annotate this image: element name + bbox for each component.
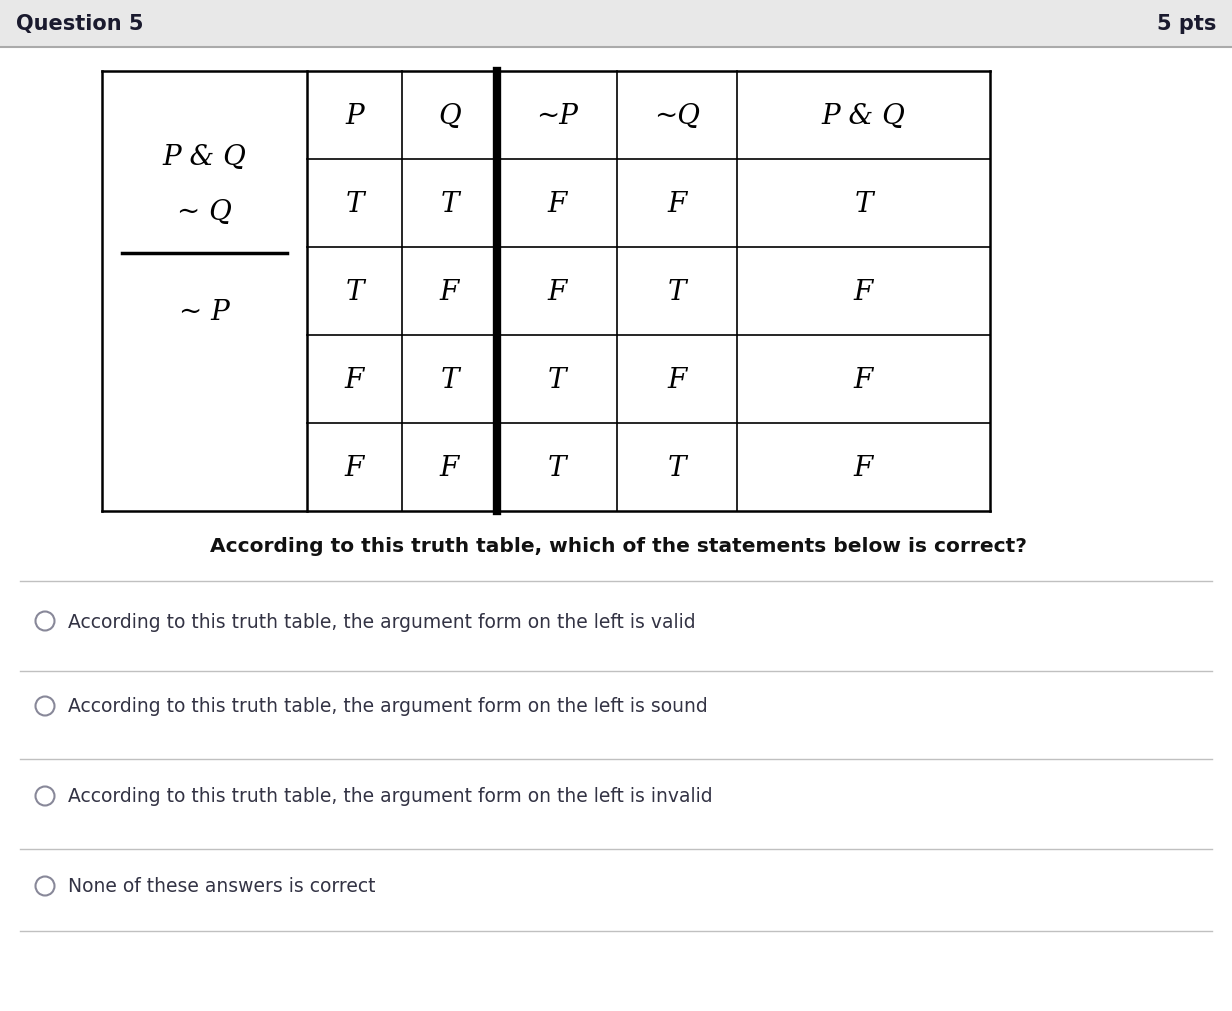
Text: F: F bbox=[440, 454, 460, 481]
Text: P & Q: P & Q bbox=[163, 144, 246, 170]
Text: F: F bbox=[854, 366, 873, 393]
Text: According to this truth table, the argument form on the left is invalid: According to this truth table, the argum… bbox=[68, 787, 712, 806]
Text: 5 pts: 5 pts bbox=[1157, 14, 1216, 34]
Text: T: T bbox=[854, 190, 872, 217]
Text: P & Q: P & Q bbox=[822, 102, 906, 129]
Text: ~ Q: ~ Q bbox=[177, 198, 232, 225]
Text: ~Q: ~Q bbox=[654, 102, 700, 129]
Text: T: T bbox=[548, 366, 567, 393]
Text: ~ P: ~ P bbox=[179, 298, 230, 326]
Text: F: F bbox=[345, 454, 365, 481]
Text: P: P bbox=[345, 102, 363, 129]
Text: T: T bbox=[345, 278, 363, 305]
Text: Question 5: Question 5 bbox=[16, 14, 143, 34]
Text: T: T bbox=[440, 190, 458, 217]
Text: F: F bbox=[345, 366, 365, 393]
Bar bbox=[0, 0, 1232, 48]
Text: ~P: ~P bbox=[536, 102, 578, 129]
Text: T: T bbox=[668, 278, 686, 305]
Text: F: F bbox=[668, 190, 686, 217]
Text: T: T bbox=[440, 366, 458, 393]
Text: F: F bbox=[547, 278, 567, 305]
Text: F: F bbox=[854, 278, 873, 305]
Text: T: T bbox=[345, 190, 363, 217]
Text: According to this truth table, the argument form on the left is valid: According to this truth table, the argum… bbox=[68, 612, 696, 631]
Text: F: F bbox=[854, 454, 873, 481]
Text: According to this truth table, the argument form on the left is sound: According to this truth table, the argum… bbox=[68, 697, 707, 716]
Text: Q: Q bbox=[439, 102, 461, 129]
Text: None of these answers is correct: None of these answers is correct bbox=[68, 877, 376, 896]
Text: F: F bbox=[440, 278, 460, 305]
Text: F: F bbox=[668, 366, 686, 393]
Text: T: T bbox=[668, 454, 686, 481]
Text: F: F bbox=[547, 190, 567, 217]
Text: According to this truth table, which of the statements below is correct?: According to this truth table, which of … bbox=[209, 537, 1027, 556]
Text: T: T bbox=[548, 454, 567, 481]
